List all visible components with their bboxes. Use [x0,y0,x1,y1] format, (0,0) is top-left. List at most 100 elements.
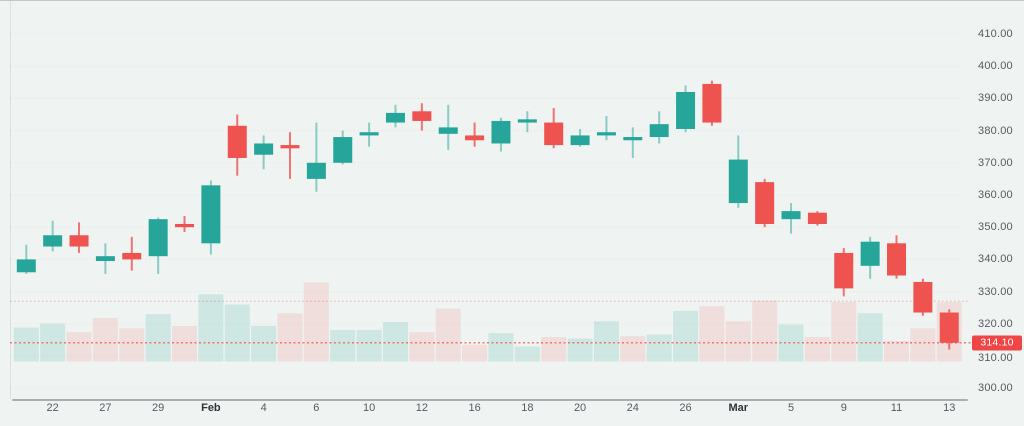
volume-bar [330,329,356,362]
price-tick-label: 320.00 [978,317,1013,330]
candle-body [807,212,827,224]
candle-body [43,235,63,247]
candle-body [175,223,195,228]
volume-bar [699,306,725,362]
volume-bar [831,302,857,362]
candle-body [623,137,643,141]
candle-wick [631,127,634,158]
time-tick-label: 12 [415,402,428,414]
volume-bar [646,334,672,362]
price-tick-label: 330.00 [978,285,1013,298]
candle-body [728,159,748,204]
candle-body [939,312,959,343]
candle-body [649,124,669,138]
price-tick-label: 310.00 [978,351,1013,364]
volume-bar [382,322,408,362]
volume-bar [778,324,804,362]
time-tick-label-month: Mar [728,402,749,414]
candle-body [16,259,36,273]
volume-bar [92,318,118,362]
volume-bar [752,300,778,362]
candle-body [385,112,405,123]
candle-body [69,235,89,247]
volume-bar [303,282,329,362]
candle-body [254,143,274,155]
time-tick-label: 29 [152,402,165,414]
time-tick-label: 11 [890,402,903,414]
volume-bar [356,329,382,362]
candle-body [781,211,801,220]
time-tick-label: 16 [468,402,481,414]
time-tick-label: 22 [46,402,59,414]
volume-bar [673,310,699,362]
candle-body [834,252,854,289]
volume-bar [66,332,92,362]
time-tick-label: 10 [362,402,376,414]
candle-wick [605,116,608,141]
volume-bar [13,327,39,362]
time-tick-label: 18 [521,402,534,414]
volume-bar [804,337,830,362]
volume-bar [910,328,936,362]
time-axis-line [12,399,968,401]
volume-bar [145,314,171,362]
price-tick-label: 410.00 [978,28,1013,40]
last-price-label: 314.10 [972,335,1022,351]
volume-bar [462,344,488,362]
time-tick-label: 9 [840,402,847,414]
volume-bar [857,313,883,362]
volume-bar [725,321,751,362]
volume-bar [198,294,224,362]
candle-body [280,145,300,149]
volume-bar [251,325,277,362]
volume-bar [119,328,145,362]
candle-body [201,185,221,244]
price-tick-label: 340.00 [978,253,1013,266]
candle-body [596,132,616,136]
time-tick-label: 4 [260,402,267,414]
candle-body [227,125,247,158]
volume-bar [224,304,250,362]
candle-body [148,219,168,257]
candle-body [465,135,485,141]
candle-body [676,91,696,129]
price-tick-label: 300.00 [978,382,1013,395]
candle-body [95,256,115,262]
candle-wick [315,122,318,192]
price-tick-label: 380.00 [978,124,1013,137]
candle-body [412,111,432,121]
time-tick-label: 20 [573,402,587,414]
candle-body [913,281,933,313]
candle-body [860,241,880,266]
volume-bar [277,313,303,362]
volume-bar [514,346,540,362]
time-tick-label: 13 [943,402,956,414]
volume-bar [593,321,619,362]
time-tick-label: 24 [626,402,639,414]
volume-bar [435,308,461,362]
price-tick-label: 360.00 [978,189,1013,201]
candle-body [438,127,458,134]
candle-body [755,182,775,224]
volume-bar [172,325,198,362]
time-tick-label-month: Feb [201,402,221,414]
volume-bar [409,332,435,362]
candle-body [702,83,722,123]
volume-bar [488,333,514,362]
price-tick-label: 400.00 [978,60,1013,73]
price-tick-label: 390.00 [978,92,1013,105]
candle-body [887,243,907,276]
time-tick-label: 6 [313,402,320,414]
time-tick-label: 26 [679,402,692,414]
candle-body [544,122,564,146]
time-tick-label: 5 [787,402,795,414]
candle-body [570,135,590,146]
volume-bar [541,337,567,362]
volume-bar [567,338,593,362]
price-tick-label: 350.00 [978,221,1013,234]
volume-bar [620,336,646,362]
plot-left-border [10,1,11,399]
candle-body [122,252,142,260]
